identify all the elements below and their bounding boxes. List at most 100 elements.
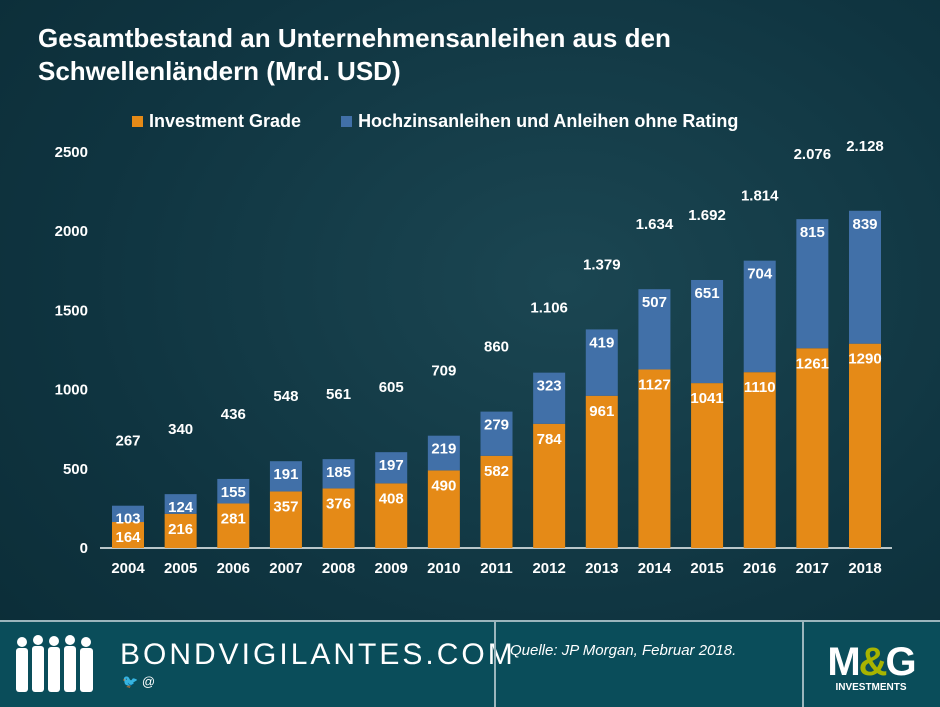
data-label: 164 xyxy=(115,529,141,546)
data-label: 419 xyxy=(589,334,614,351)
data-label: 1041 xyxy=(690,390,723,407)
x-tick-label: 2017 xyxy=(796,560,829,577)
bar-investment-grade xyxy=(743,372,776,548)
bar-investment-grade xyxy=(375,483,408,548)
legend: Investment Grade Hochzinsanleihen und An… xyxy=(132,111,738,132)
bar-investment-grade xyxy=(691,383,724,548)
data-label: 784 xyxy=(537,431,563,448)
data-label: 185 xyxy=(326,464,351,481)
data-label: 216 xyxy=(168,521,193,538)
data-label: 191 xyxy=(273,466,298,483)
bar-investment-grade xyxy=(533,423,566,548)
x-tick-label: 2011 xyxy=(480,560,513,577)
x-tick-label: 2004 xyxy=(111,560,145,577)
x-tick-label: 2014 xyxy=(638,560,672,577)
total-label: 860 xyxy=(484,339,509,356)
bar-investment-grade xyxy=(322,488,355,548)
people-silhouette-icon xyxy=(16,635,93,692)
bar-high-yield xyxy=(375,452,408,484)
data-label: 281 xyxy=(221,510,246,527)
x-tick-label: 2013 xyxy=(585,560,618,577)
x-tick-label: 2008 xyxy=(322,560,355,577)
data-label: 490 xyxy=(431,477,456,494)
social: 🐦 @ xyxy=(122,674,155,690)
data-label: 219 xyxy=(431,441,456,458)
x-tick-label: 2006 xyxy=(217,560,250,577)
bar-high-yield xyxy=(269,461,302,492)
data-label: 1261 xyxy=(796,355,829,372)
chart-title: Gesamtbestand an Unternehmensanleihen au… xyxy=(38,23,671,86)
data-label: 124 xyxy=(168,499,194,516)
data-label: 961 xyxy=(589,403,614,420)
data-label: 651 xyxy=(695,285,720,302)
data-label: 1290 xyxy=(848,351,881,368)
bar-high-yield xyxy=(480,411,513,456)
x-tick-label: 2009 xyxy=(375,560,408,577)
data-label: 279 xyxy=(484,417,509,434)
data-label: 376 xyxy=(326,495,351,512)
x-tick-label: 2005 xyxy=(164,560,197,577)
data-label: 197 xyxy=(379,457,404,474)
total-label: 1.634 xyxy=(636,216,674,233)
twitter-icon: 🐦 xyxy=(122,674,139,689)
divider xyxy=(494,622,496,707)
x-tick-label: 2010 xyxy=(427,560,460,577)
x-tick-label: 2007 xyxy=(269,560,302,577)
total-label: 2.128 xyxy=(846,138,884,155)
bar-investment-grade xyxy=(638,369,671,548)
bar-high-yield xyxy=(322,459,355,489)
total-label: 1.106 xyxy=(530,300,568,317)
bar-investment-grade xyxy=(427,470,460,548)
bar-investment-grade xyxy=(164,513,197,548)
brand-name: BONDVIGILANTES.COM xyxy=(120,638,516,671)
y-tick-label: 0 xyxy=(80,540,88,557)
at-handle: @ xyxy=(141,674,156,689)
legend-item-high-yield: Hochzinsanleihen und Anleihen ohne Ratin… xyxy=(341,111,738,132)
total-label: 561 xyxy=(326,386,351,403)
data-label: 704 xyxy=(747,266,773,283)
data-label: 408 xyxy=(379,490,404,507)
total-label: 340 xyxy=(168,421,193,438)
x-tick-label: 2018 xyxy=(848,560,881,577)
legend-swatch xyxy=(132,116,143,127)
total-label: 1.692 xyxy=(688,207,726,224)
bar-high-yield xyxy=(743,260,776,373)
data-label: 582 xyxy=(484,463,509,480)
y-tick-label: 500 xyxy=(63,461,88,478)
bar-high-yield xyxy=(691,279,724,384)
data-label: 839 xyxy=(852,216,877,233)
data-label: 815 xyxy=(800,224,825,241)
y-tick-label: 1500 xyxy=(55,302,88,319)
source-note: Quelle: JP Morgan, Februar 2018. xyxy=(510,642,737,659)
legend-label: Hochzinsanleihen und Anleihen ohne Ratin… xyxy=(358,111,739,131)
x-tick-label: 2012 xyxy=(532,560,565,577)
footer: BONDVIGILANTES.COM 🐦 @ Quelle: JP Morgan… xyxy=(0,620,940,707)
y-tick-label: 1000 xyxy=(55,382,88,399)
total-label: 709 xyxy=(431,363,456,380)
data-label: 507 xyxy=(642,294,667,311)
data-label: 1110 xyxy=(744,379,776,396)
total-label: 548 xyxy=(273,388,298,405)
total-label: 605 xyxy=(379,379,404,396)
bar-high-yield xyxy=(796,219,829,349)
total-label: 1.379 xyxy=(583,256,621,273)
data-label: 357 xyxy=(273,498,298,515)
bar-investment-grade xyxy=(849,343,881,548)
x-tick-label: 2015 xyxy=(690,560,723,577)
data-label: 103 xyxy=(115,511,140,528)
total-label: 436 xyxy=(221,406,246,423)
divider xyxy=(802,622,804,707)
legend-item-investment-grade: Investment Grade xyxy=(132,111,301,132)
bar-high-yield xyxy=(112,505,144,523)
total-label: 267 xyxy=(115,433,140,450)
bar-high-yield xyxy=(533,372,566,424)
legend-swatch xyxy=(341,116,353,127)
bar-high-yield xyxy=(638,289,671,370)
data-label: 1127 xyxy=(638,376,671,393)
bar-investment-grade xyxy=(269,491,302,548)
total-label: 2.076 xyxy=(794,146,832,163)
total-label: 1.814 xyxy=(741,188,779,205)
legend-label: Investment Grade xyxy=(149,111,302,131)
